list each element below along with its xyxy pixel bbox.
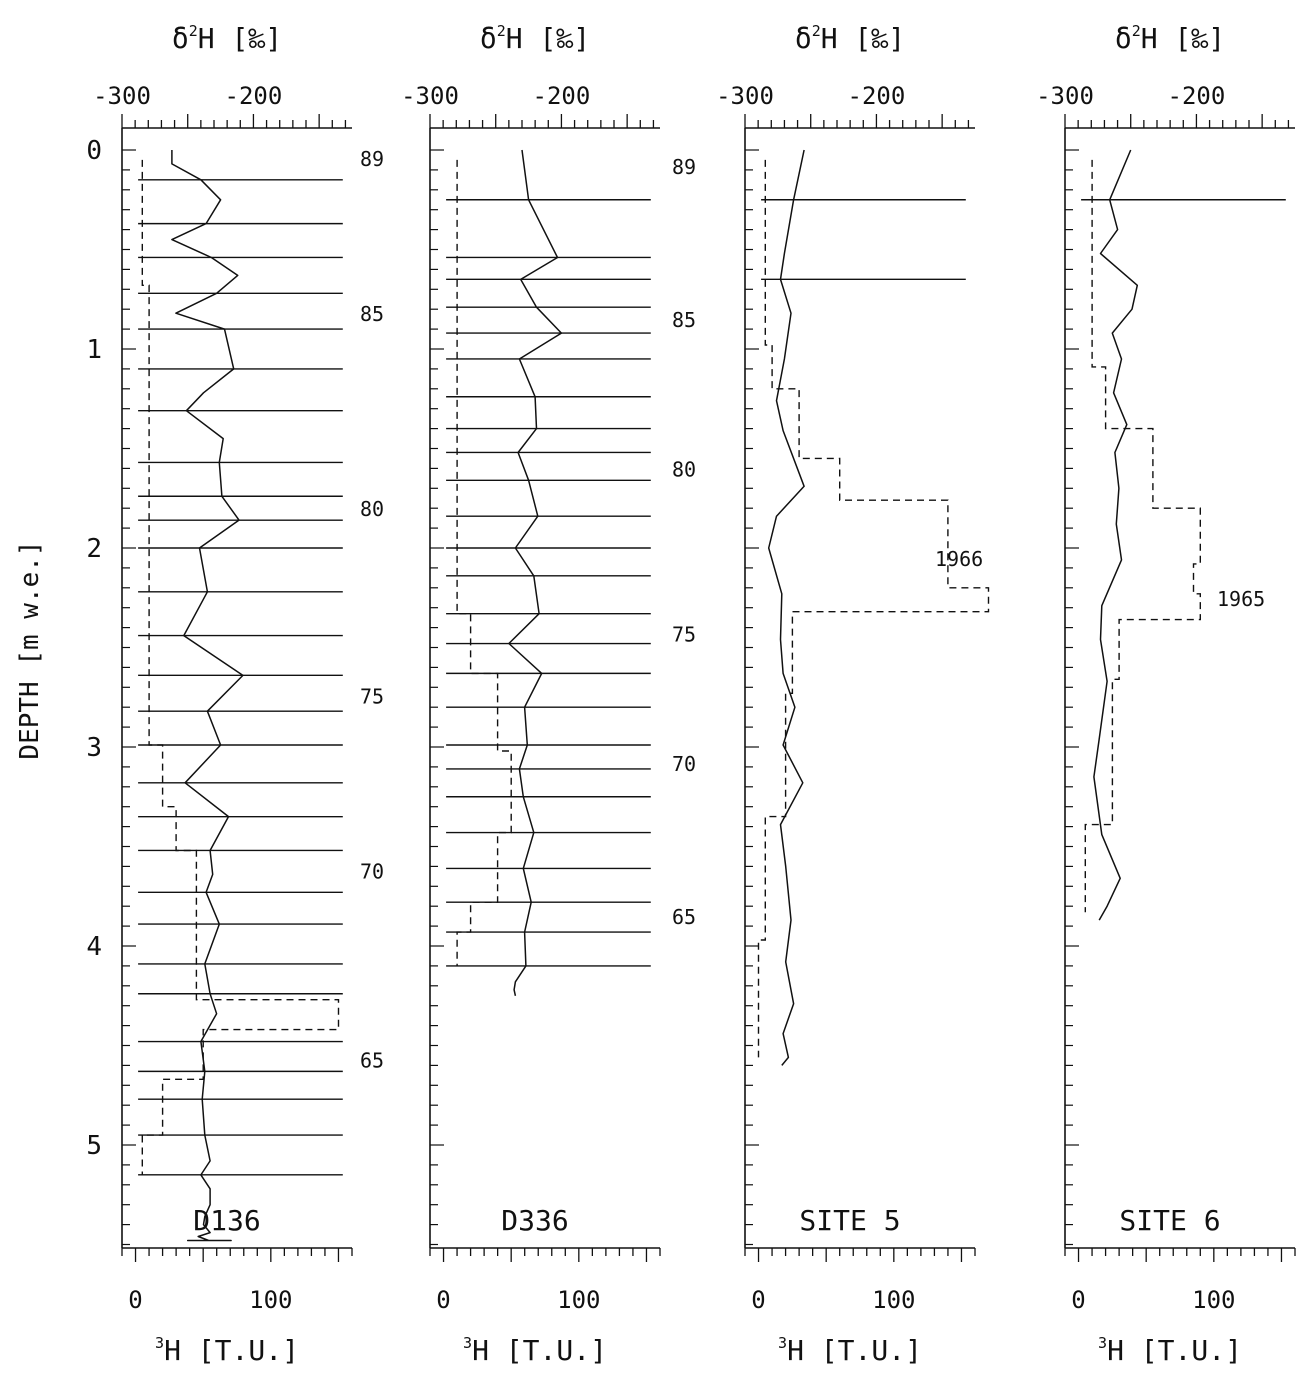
year-marker-label: 70	[360, 859, 384, 883]
depth-tick-label: 0	[86, 136, 102, 166]
core-name-label: D136	[193, 1204, 260, 1237]
bottom-axis-title-superscript: 3	[463, 1334, 472, 1352]
bottom-tick-label: 100	[557, 1286, 600, 1314]
top-tick-label: -300	[401, 82, 459, 110]
depth-tick-label: 2	[86, 534, 102, 564]
year-marker-label: 70	[672, 752, 696, 776]
bottom-tick-label: 0	[1071, 1286, 1085, 1314]
bottom-axis-title-superscript: 3	[778, 1334, 787, 1352]
depth-axis-label: DEPTH [m w.e.]	[15, 540, 45, 759]
bottom-tick-label: 100	[1192, 1286, 1235, 1314]
top-axis-title-part: H [‰]	[198, 22, 282, 55]
top-axis-title-superscript: 2	[497, 22, 506, 40]
top-axis-title: δ2H [‰]	[795, 22, 905, 55]
year-marker-label: 80	[360, 497, 384, 521]
bottom-axis-title-part: H [T.U.]	[164, 1334, 299, 1367]
bottom-axis-title: 3H [T.U.]	[155, 1334, 299, 1367]
core-name-label: D336	[501, 1204, 568, 1237]
year-marker-label: 89	[672, 155, 696, 179]
core-name-label: SITE 6	[1119, 1204, 1220, 1237]
bottom-tick-label: 0	[128, 1286, 142, 1314]
top-axis-title: δ2H [‰]	[480, 22, 590, 55]
top-tick-label: -300	[1036, 82, 1094, 110]
top-axis-title-superscript: 2	[189, 22, 198, 40]
top-axis-title-part: δ	[795, 22, 812, 55]
year-marker-label: 80	[672, 457, 696, 481]
year-marker-label: 89	[360, 147, 384, 171]
tritium-line	[456, 159, 512, 966]
top-tick-label: -300	[716, 82, 774, 110]
top-tick-label: -200	[848, 82, 906, 110]
year-marker-label: 65	[672, 905, 696, 929]
depth-tick-label: 5	[86, 1131, 102, 1161]
depth-tick-label: 4	[86, 932, 102, 962]
d2h-line	[1093, 149, 1139, 921]
d2h-line	[171, 150, 244, 1242]
d2h-line	[508, 149, 563, 996]
year-marker-label: 1966	[935, 547, 983, 571]
bottom-axis-title-part: H [T.U.]	[787, 1334, 922, 1367]
top-axis-title-superscript: 2	[812, 22, 821, 40]
year-marker-label: 75	[360, 684, 384, 708]
bottom-axis-title-part: H [T.U.]	[472, 1334, 607, 1367]
top-tick-label: -200	[533, 82, 591, 110]
panel-d336: δ2H [‰] -300 -200 0 100 3H [T.U.] 89 85 80 75 70 65…	[401, 22, 696, 1367]
bottom-axis-title-superscript: 3	[1098, 1334, 1107, 1352]
year-marker-label: 85	[672, 308, 696, 332]
top-axis-title: δ2H [‰]	[172, 22, 282, 55]
depth-tick-label: 1	[86, 335, 102, 365]
top-axis-title-part: δ	[1115, 22, 1132, 55]
top-axis-title-part: H [‰]	[506, 22, 590, 55]
top-axis-title-part: δ	[172, 22, 189, 55]
bottom-axis-title: 3H [T.U.]	[463, 1334, 607, 1367]
tritium-line	[1084, 159, 1201, 913]
top-tick-label: -300	[93, 82, 151, 110]
panel-site-6: δ2H [‰] -300 -200 0 100 3H [T.U.] 1965 SITE 6	[1036, 22, 1296, 1367]
top-tick-label: -200	[1168, 82, 1226, 110]
top-axis-title-part: H [‰]	[1141, 22, 1225, 55]
bottom-tick-label: 100	[872, 1286, 915, 1314]
tritium-line	[757, 159, 990, 1058]
tritium-line	[141, 159, 340, 1175]
bottom-axis-title: 3H [T.U.]	[1098, 1334, 1242, 1367]
top-axis-title-part: δ	[480, 22, 497, 55]
bottom-tick-label: 0	[436, 1286, 450, 1314]
d2h-line	[767, 149, 805, 1066]
year-marker-label: 65	[360, 1048, 384, 1072]
top-axis-title-superscript: 2	[1132, 22, 1141, 40]
top-axis-title: δ2H [‰]	[1115, 22, 1225, 55]
top-axis-title-part: H [‰]	[821, 22, 905, 55]
panel-site-5: δ2H [‰] -300 -200 0 100 3H [T.U.] 1966 SITE 5	[716, 22, 990, 1367]
year-marker-label: 85	[360, 302, 384, 326]
depth-axis-title: DEPTH [m w.e.]	[15, 540, 45, 759]
bottom-tick-label: 0	[751, 1286, 765, 1314]
year-marker-label: 75	[672, 623, 696, 647]
bottom-axis-title-superscript: 3	[155, 1334, 164, 1352]
core-name-label: SITE 5	[799, 1204, 900, 1237]
depth-tick-label: 3	[86, 733, 102, 763]
top-tick-label: -200	[225, 82, 283, 110]
year-marker-label: 1965	[1217, 587, 1265, 611]
bottom-axis-title: 3H [T.U.]	[778, 1334, 922, 1367]
bottom-tick-label: 100	[249, 1286, 292, 1314]
bottom-axis-title-part: H [T.U.]	[1107, 1334, 1242, 1367]
